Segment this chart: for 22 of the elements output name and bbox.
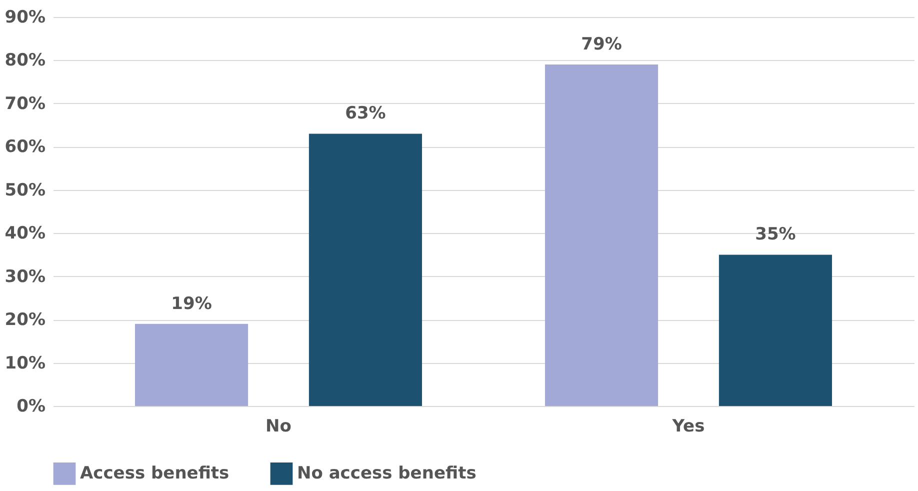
x-tick-label: No	[266, 416, 292, 436]
bar	[545, 64, 658, 406]
y-tick-label: 0%	[16, 396, 46, 416]
data-label: 63%	[345, 104, 386, 124]
bar	[135, 324, 248, 406]
y-tick-label: 80%	[4, 50, 46, 71]
y-tick-label: 10%	[4, 353, 46, 374]
y-tick-label: 50%	[4, 180, 46, 200]
y-tick-label: 70%	[4, 94, 46, 114]
x-tick-label: Yes	[671, 416, 705, 436]
bar	[308, 134, 422, 406]
legend-label: No access benefits	[297, 464, 476, 484]
legend-label: Access benefits	[80, 464, 230, 484]
y-tick-label: 60%	[4, 137, 46, 158]
y-tick-label: 30%	[4, 266, 46, 287]
data-label: 79%	[581, 34, 622, 55]
data-label: 19%	[171, 294, 212, 314]
bar	[718, 254, 832, 406]
data-label: 35%	[755, 224, 796, 245]
y-tick-label: 40%	[4, 224, 46, 244]
y-tick-label: 20%	[4, 310, 46, 330]
y-tick-label: 90%	[4, 8, 46, 28]
